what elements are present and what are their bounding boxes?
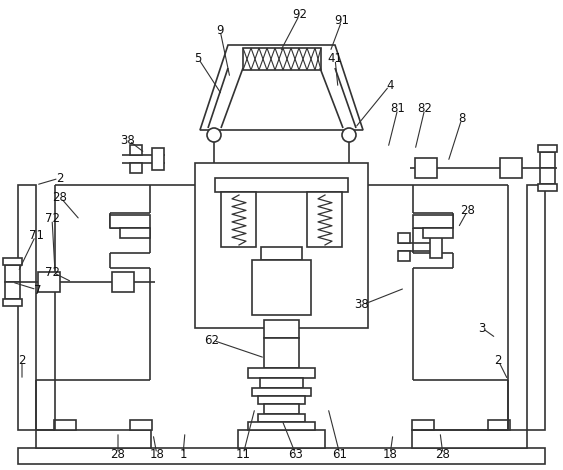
Text: 7: 7: [34, 283, 42, 297]
Text: 91: 91: [334, 14, 350, 26]
Text: 28: 28: [436, 448, 450, 462]
Bar: [412, 430, 527, 448]
Bar: [538, 184, 557, 191]
Bar: [540, 152, 555, 168]
Text: 72: 72: [44, 212, 60, 225]
Bar: [415, 158, 437, 178]
Text: 11: 11: [235, 448, 251, 462]
Bar: [412, 420, 434, 430]
Bar: [238, 430, 325, 448]
Bar: [5, 265, 20, 282]
Bar: [130, 163, 142, 173]
Bar: [195, 163, 368, 328]
Bar: [18, 448, 545, 464]
Polygon shape: [200, 45, 363, 130]
Bar: [527, 185, 545, 430]
Text: 72: 72: [44, 266, 60, 279]
Bar: [18, 185, 36, 430]
Bar: [3, 258, 22, 265]
Bar: [538, 145, 557, 152]
Text: 9: 9: [216, 24, 224, 37]
Bar: [398, 233, 410, 243]
Text: 71: 71: [29, 228, 43, 242]
Bar: [430, 236, 442, 258]
Text: 28: 28: [110, 448, 126, 462]
Text: 4: 4: [386, 78, 394, 92]
Text: 28: 28: [461, 204, 475, 217]
Circle shape: [342, 128, 356, 142]
Bar: [130, 145, 142, 155]
Bar: [215, 178, 348, 192]
Text: 61: 61: [333, 448, 347, 462]
Bar: [243, 48, 321, 70]
Bar: [5, 282, 20, 299]
Bar: [260, 378, 303, 388]
Bar: [248, 422, 315, 430]
Text: 3: 3: [479, 321, 486, 335]
Circle shape: [207, 128, 221, 142]
Text: 41: 41: [328, 52, 342, 64]
Text: 1: 1: [179, 448, 187, 462]
Bar: [152, 148, 164, 170]
Text: 62: 62: [204, 334, 220, 346]
Text: 2: 2: [56, 172, 64, 185]
Bar: [110, 215, 150, 228]
Text: 2: 2: [494, 353, 502, 367]
Bar: [3, 299, 22, 306]
Text: 92: 92: [293, 8, 307, 21]
Bar: [252, 260, 311, 315]
Bar: [258, 414, 305, 422]
Text: 38: 38: [120, 133, 135, 147]
Bar: [258, 396, 305, 404]
Bar: [130, 420, 152, 430]
Bar: [261, 247, 302, 260]
Bar: [488, 420, 510, 430]
Bar: [423, 228, 453, 238]
Bar: [398, 251, 410, 261]
Text: 18: 18: [383, 448, 397, 462]
Bar: [500, 158, 522, 178]
Text: 63: 63: [289, 448, 303, 462]
Bar: [252, 388, 311, 396]
Text: 81: 81: [391, 102, 405, 115]
Bar: [38, 272, 60, 292]
Bar: [264, 338, 299, 368]
Text: 5: 5: [194, 52, 202, 64]
Bar: [264, 404, 299, 414]
Bar: [248, 368, 315, 378]
Bar: [112, 272, 134, 292]
Text: 8: 8: [458, 111, 466, 125]
Bar: [120, 228, 150, 238]
Bar: [36, 430, 151, 448]
Bar: [540, 168, 555, 184]
Bar: [413, 215, 453, 228]
Bar: [264, 320, 299, 338]
Bar: [54, 420, 76, 430]
Bar: [307, 192, 342, 247]
Bar: [221, 192, 256, 247]
Text: 82: 82: [418, 102, 432, 115]
Text: 38: 38: [355, 298, 369, 312]
Text: 2: 2: [18, 353, 26, 367]
Text: 18: 18: [150, 448, 164, 462]
Text: 28: 28: [52, 190, 68, 204]
